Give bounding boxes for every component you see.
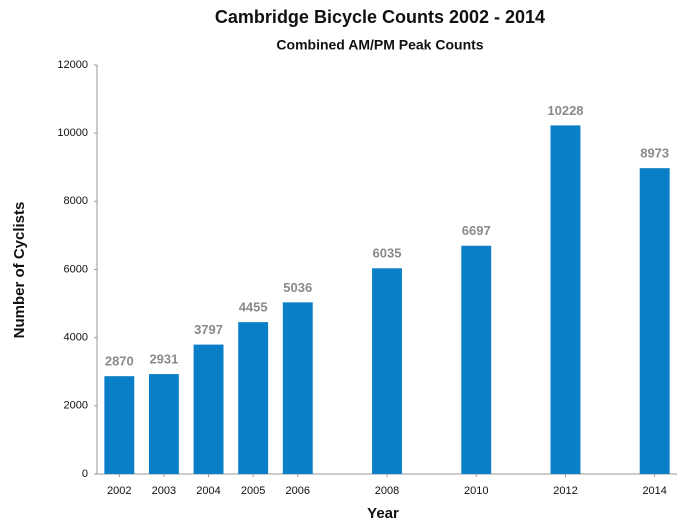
x-tick-label: 2003 [152, 485, 176, 497]
bar [148, 374, 179, 474]
data-label: 8973 [640, 146, 669, 161]
data-label: 10228 [547, 103, 583, 118]
x-tick-label: 2008 [375, 485, 399, 497]
y-tick-label: 0 [82, 468, 88, 480]
y-tick-label: 8000 [64, 195, 88, 207]
y-tick-label: 4000 [64, 332, 88, 344]
bar [193, 344, 224, 474]
data-label: 2931 [149, 352, 178, 367]
data-label: 5036 [283, 280, 312, 295]
chart-title: Cambridge Bicycle Counts 2002 - 2014 [215, 7, 545, 27]
y-tick-label: 12000 [57, 59, 88, 71]
x-tick-label: 2012 [553, 485, 577, 497]
bar [639, 168, 670, 474]
x-tick-label: 2005 [241, 485, 265, 497]
x-tick-label: 2006 [286, 485, 310, 497]
data-label: 6035 [373, 246, 402, 261]
bar [550, 125, 581, 475]
y-tick-label: 2000 [64, 400, 88, 412]
x-tick-label: 2014 [642, 485, 666, 497]
data-label: 4455 [239, 300, 268, 315]
bar [238, 322, 269, 474]
x-tick-label: 2002 [107, 485, 131, 497]
chart-subtitle: Combined AM/PM Peak Counts [276, 37, 483, 53]
bar [372, 268, 402, 474]
y-tick-label: 6000 [64, 263, 88, 275]
y-tick-label: 10000 [57, 127, 88, 139]
x-axis-label: Year [367, 505, 399, 522]
x-tick-label: 2004 [196, 485, 220, 497]
y-axis-label: Number of Cyclists [11, 202, 28, 339]
data-label: 2870 [105, 354, 134, 369]
data-label: 6697 [462, 223, 491, 238]
bar [282, 302, 313, 474]
bar [104, 376, 135, 474]
bar [461, 245, 492, 474]
x-tick-label: 2010 [464, 485, 488, 497]
data-label: 3797 [194, 322, 223, 337]
